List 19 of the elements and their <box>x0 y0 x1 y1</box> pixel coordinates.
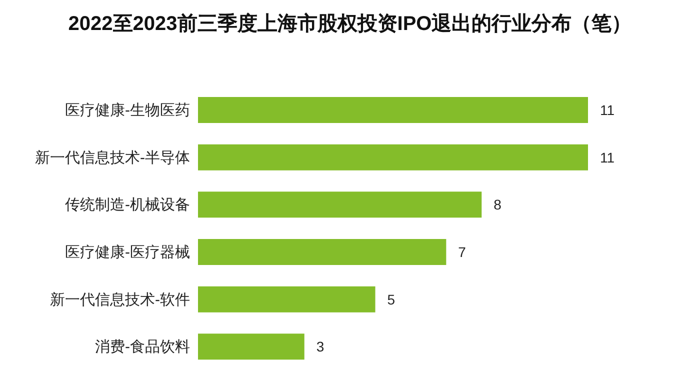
y-tick-label: 消费-食品饮料 <box>95 338 190 356</box>
y-tick-label: 新一代信息技术-软件 <box>50 291 190 308</box>
bar <box>198 239 446 265</box>
bar <box>198 97 588 123</box>
bar <box>198 192 482 218</box>
bar <box>198 334 304 360</box>
data-label: 8 <box>494 196 502 213</box>
data-label: 5 <box>387 291 396 308</box>
bar <box>198 144 588 170</box>
data-label: 11 <box>600 102 615 118</box>
y-tick-label: 医疗健康-生物医药 <box>65 102 190 119</box>
data-label: 11 <box>600 149 615 166</box>
chart-title: 2022至2023前三季度上海市股权投资IPO退出的行业分布（笔） <box>67 12 633 37</box>
y-tick-label: 传统制造-机械设备 <box>65 196 190 214</box>
y-tick-label: 医疗健康-医疗器械 <box>65 244 190 261</box>
bar <box>198 286 376 312</box>
y-tick-label: 新一代信息技术-半导体 <box>35 149 190 166</box>
data-label: 3 <box>316 338 324 355</box>
data-label: 7 <box>458 244 466 260</box>
